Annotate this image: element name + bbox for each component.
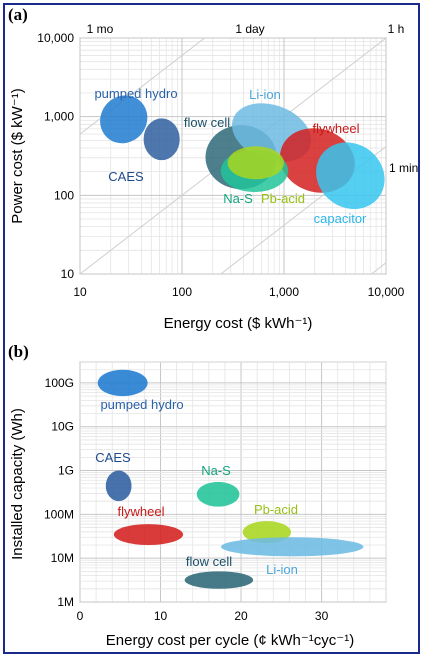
y-tick-label: 10,000 <box>37 31 74 45</box>
y-tick-label: 100G <box>45 376 74 390</box>
label-flow-cell: flow cell <box>186 554 232 569</box>
x-tick-label: 20 <box>234 609 248 623</box>
region-capacitor <box>316 142 385 210</box>
discharge-time-line <box>80 38 206 135</box>
x-tick-label: 0 <box>77 609 84 623</box>
label-flow-cell: flow cell <box>184 115 230 130</box>
label-pumped-hydro: pumped hydro <box>94 86 177 101</box>
panel-a: (a) pumped hydro CAES flow cell Li-ion flywh… <box>8 5 418 332</box>
y-tick-label: 1M <box>57 595 74 609</box>
region-na-s <box>196 481 240 507</box>
label-flywheel: flywheel <box>313 121 360 136</box>
label-li-ion: Li-ion <box>249 87 281 102</box>
label-caes: CAES <box>95 450 131 465</box>
panel-b-ylabel: Installed capacity (Wh) <box>9 408 26 560</box>
panel-a-series: pumped hydro CAES flow cell Li-ion flywheel c… <box>94 86 385 226</box>
label-caes: CAES <box>108 169 144 184</box>
y-tick-label: 1G <box>58 464 74 478</box>
panel-a-xlabel: Energy cost ($ kWh⁻¹) <box>164 315 313 332</box>
top-tick-label: 1 h <box>388 22 405 36</box>
x-tick-label: 10 <box>154 609 168 623</box>
top-tick-label: 1 mo <box>87 22 114 36</box>
panel-a-ylabel: Power cost ($ kW⁻¹) <box>9 88 26 223</box>
x-tick-label: 100 <box>172 285 192 299</box>
x-tick-label: 10 <box>73 285 87 299</box>
x-tick-label: 1,000 <box>269 285 299 299</box>
region-flow-cell <box>184 571 254 589</box>
region-pumped-hydro <box>97 369 148 397</box>
label-capacitor: capacitor <box>314 211 367 226</box>
region-flywheel <box>113 524 184 545</box>
panel-b-xlabel: Energy cost per cycle (¢ kWh⁻¹cyc⁻¹) <box>106 632 354 649</box>
y-tick-label: 10M <box>51 551 74 565</box>
y-tick-label: 100M <box>44 507 74 521</box>
panel-a-ticks: 10 100 1,000 10,000 10 100 1,000 10,000 1 mo 1 da… <box>37 22 418 299</box>
right-annotation: 1 min <box>389 161 418 175</box>
y-tick-label: 10 <box>61 267 75 281</box>
discharge-time-line <box>80 38 386 274</box>
label-pb-acid: Pb-acid <box>254 502 298 517</box>
y-tick-label: 100 <box>54 188 74 202</box>
y-tick-label: 10G <box>51 420 74 434</box>
top-tick-label: 1 day <box>235 22 264 36</box>
label-na-s: Na-S <box>223 191 253 206</box>
panel-b: (b) pumped hydro CAES Na-S flywheel Pb-acid L… <box>8 342 387 649</box>
region-pumped-hydro <box>100 95 148 144</box>
label-li-ion: Li-ion <box>266 562 298 577</box>
panel-b-ticks: 0 10 20 30 1M 10M 100M 1G 10G 100G <box>44 376 329 623</box>
panel-a-label: (a) <box>8 5 28 24</box>
label-pb-acid: Pb-acid <box>261 191 305 206</box>
region-pb-acid <box>227 146 284 180</box>
region-caes <box>143 118 180 161</box>
label-pumped-hydro: pumped hydro <box>100 397 183 412</box>
panel-b-label: (b) <box>8 342 29 361</box>
region-li-ion <box>220 537 364 557</box>
x-tick-label: 10,000 <box>368 285 405 299</box>
region-caes <box>105 470 132 502</box>
x-tick-label: 30 <box>315 609 329 623</box>
panel-b-series: pumped hydro CAES Na-S flywheel Pb-acid Li-io… <box>95 369 364 589</box>
y-tick-label: 1,000 <box>44 110 74 124</box>
label-flywheel: flywheel <box>118 504 165 519</box>
label-na-s: Na-S <box>201 463 231 478</box>
